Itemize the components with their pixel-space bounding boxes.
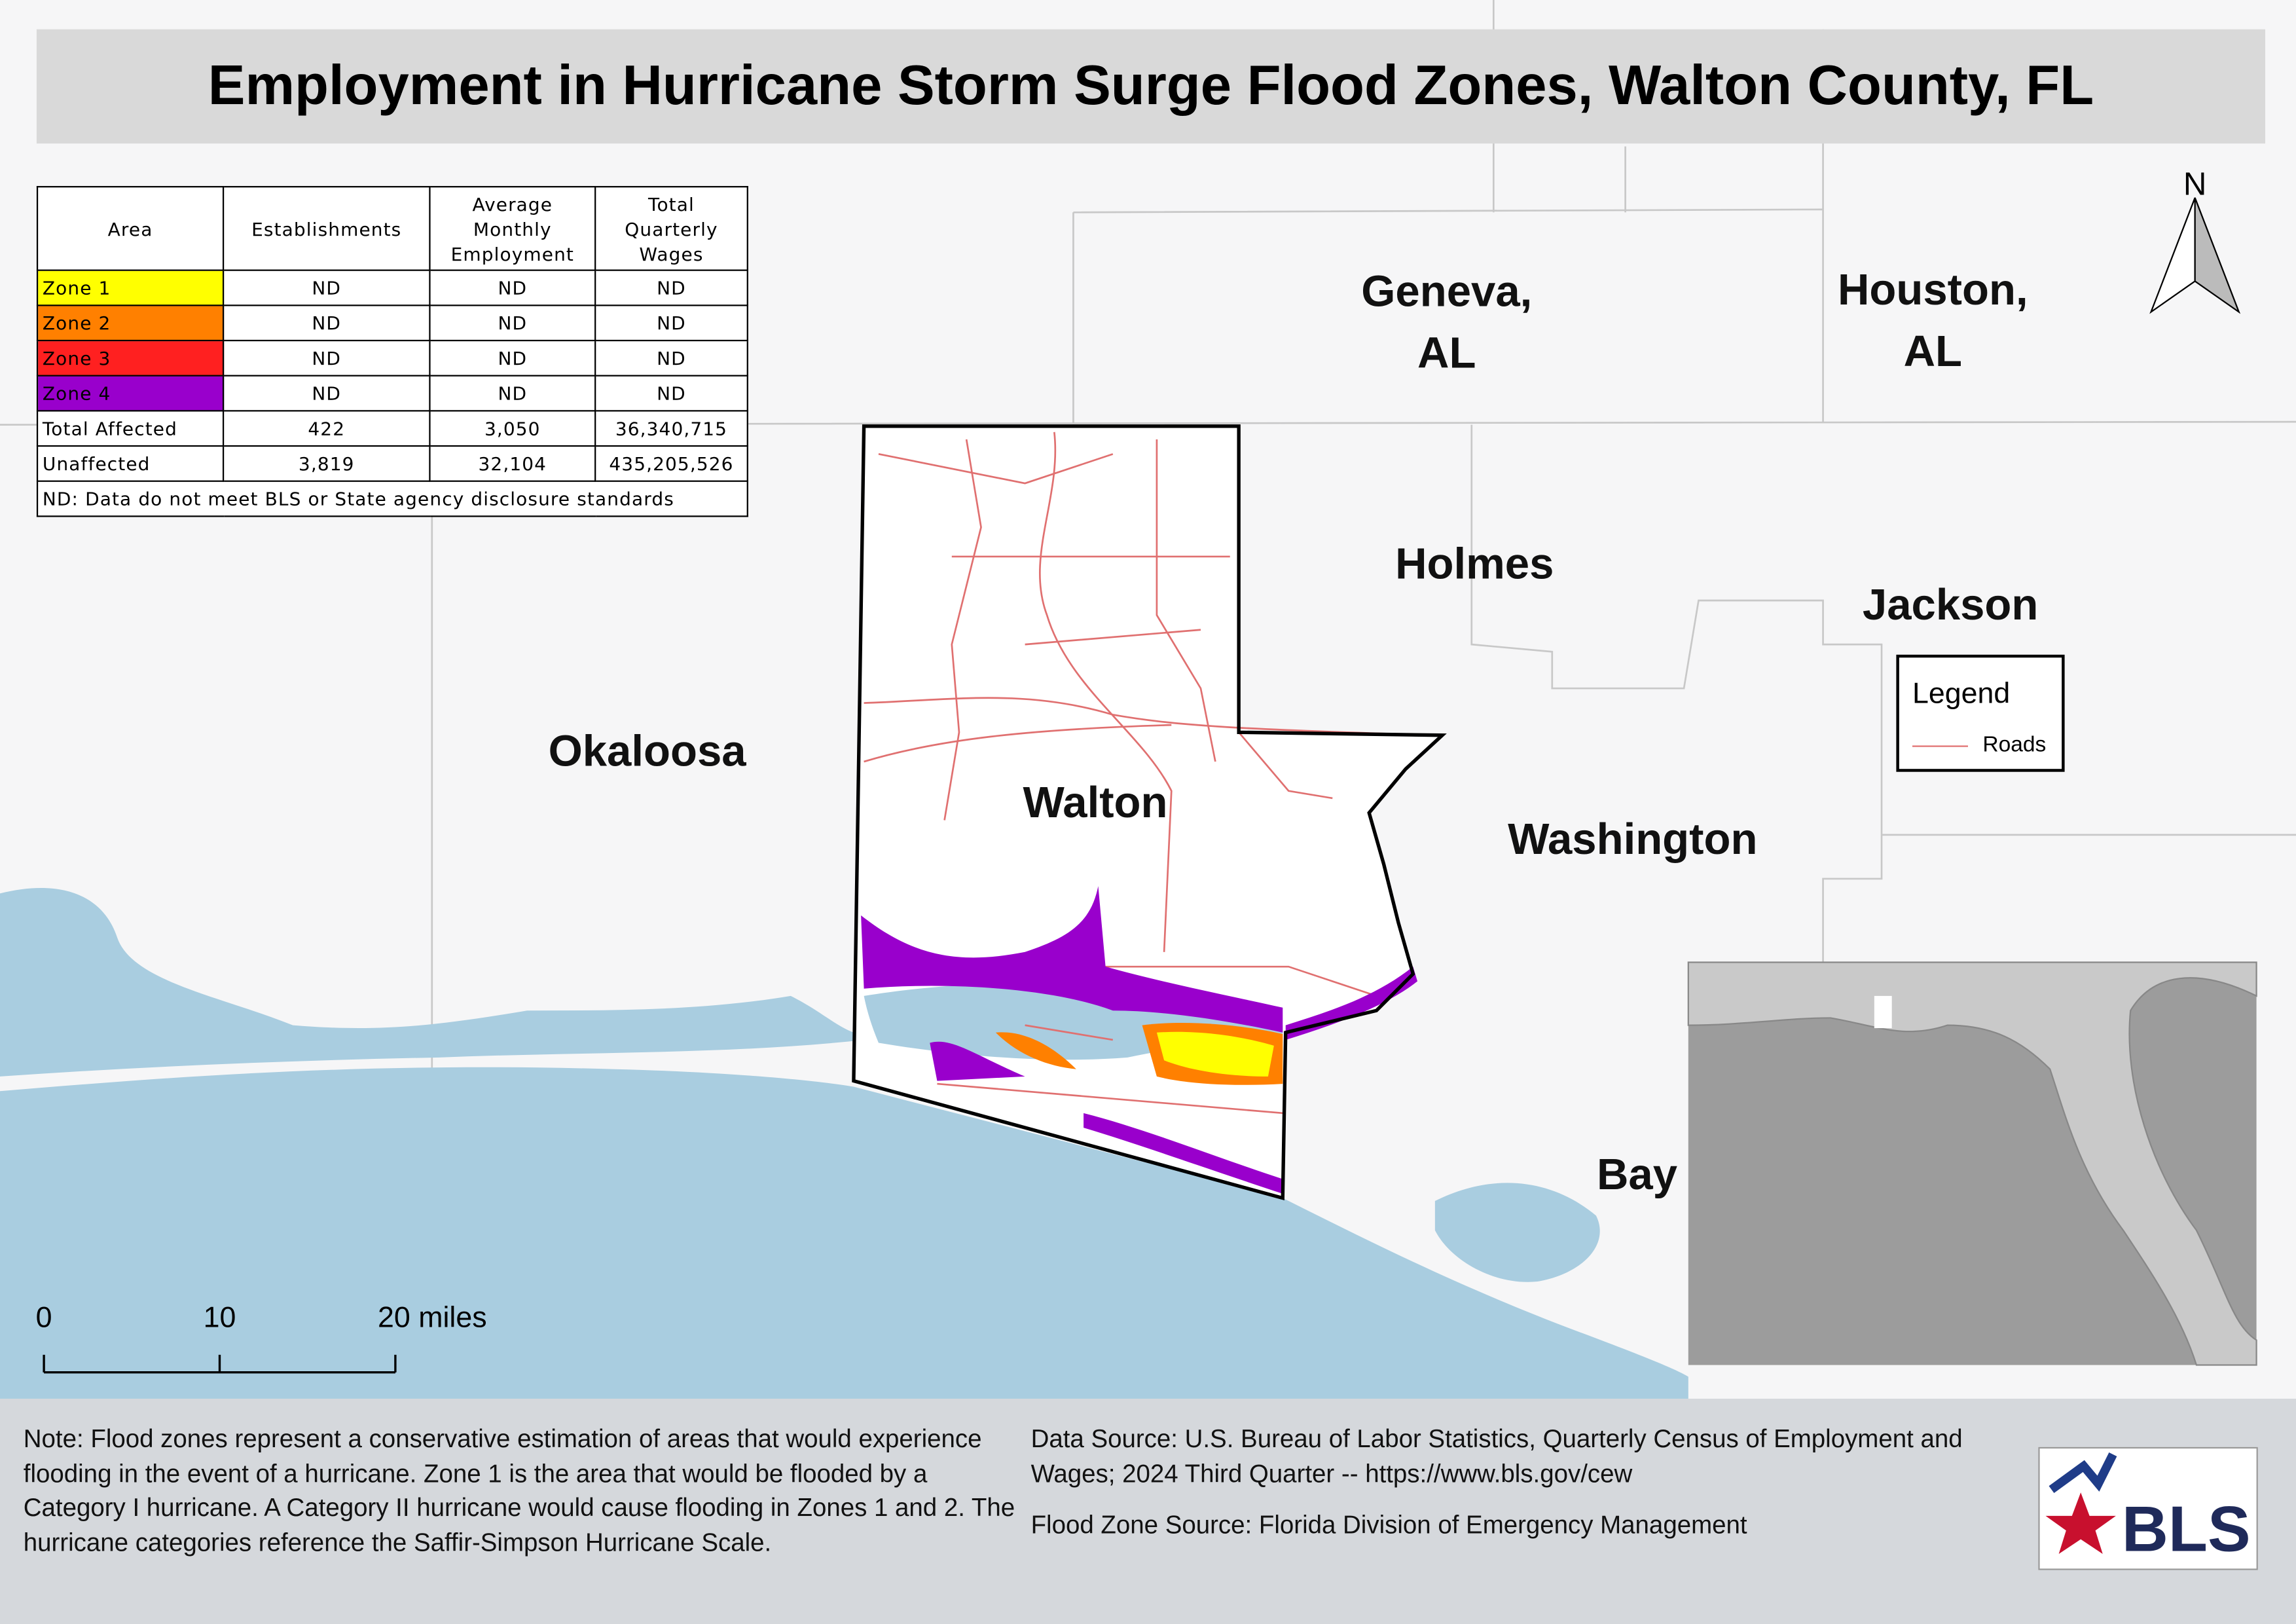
logo-text: BLS <box>2122 1493 2251 1565</box>
place-label: Bay <box>1597 1150 1677 1199</box>
place-label: Jackson <box>1863 580 2038 629</box>
place-label: Okaloosa <box>549 727 747 776</box>
cell: ND <box>594 304 748 342</box>
cell: 435,205,526 <box>594 445 748 482</box>
source: Data Source: U.S. Bureau of Labor Statis… <box>1030 1423 1963 1488</box>
place-label: Geneva, <box>1361 267 1532 316</box>
cell: ND <box>429 375 596 412</box>
cell: 36,340,715 <box>594 410 748 447</box>
st-andrew-bay <box>1434 1183 1600 1282</box>
north-arrow: N <box>2149 166 2241 314</box>
scale-label: 0 <box>36 1301 52 1333</box>
table-row: ND: Data do not meet BLS or State agency… <box>36 480 748 517</box>
place-label: Washington <box>1508 815 1757 864</box>
cell: ND <box>429 269 596 306</box>
table-row: Zone 4 ND ND ND <box>36 375 748 412</box>
place-label: Holmes <box>1395 539 1554 588</box>
cell: 3,819 <box>222 445 431 482</box>
bls-logo: BLS <box>2038 1447 2258 1570</box>
source: Flood Zone Source: Florida Division of E… <box>1030 1509 1747 1540</box>
cell: ND <box>594 375 748 412</box>
cell: ND <box>594 269 748 306</box>
cell: ND <box>594 339 748 377</box>
cell: ND <box>429 304 596 342</box>
row-label: Zone 1 <box>36 269 225 306</box>
place-label: Walton <box>1023 778 1167 827</box>
logo-art: BLS <box>2045 1452 2251 1565</box>
scale-label: 10 <box>204 1301 236 1333</box>
table-row: Total Affected 422 3,050 36,340,715 <box>36 410 748 447</box>
title: Employment in Hurricane Storm Surge Floo… <box>36 29 2266 144</box>
legend-title: Legend <box>1912 678 2011 710</box>
table-row: Zone 3 ND ND ND <box>36 339 748 377</box>
row-label: Unaffected <box>36 445 225 482</box>
row-label: Zone 4 <box>36 375 225 412</box>
note: Note: Flood zones represent a conservati… <box>23 1423 1015 1557</box>
cell: ND <box>429 339 596 377</box>
legend-item: Roads <box>1982 732 2047 758</box>
column-header: Area <box>36 186 225 271</box>
sources: Data Source: U.S. Bureau of Labor Statis… <box>1031 1422 2013 1560</box>
scale-label: 20 miles <box>378 1301 487 1333</box>
table-row: Zone 2 ND ND ND <box>36 304 748 342</box>
bay-water <box>0 887 864 1077</box>
cell: 422 <box>222 410 431 447</box>
row-label: Zone 2 <box>36 304 225 342</box>
legend: Legend Roads <box>1896 654 2065 772</box>
north-label: N <box>2183 166 2207 202</box>
place-label: Houston, <box>1838 265 2028 314</box>
cell: ND <box>222 304 431 342</box>
place-label: AL <box>1417 328 1476 377</box>
column-header: Establishments <box>222 186 431 271</box>
row-label: Total Affected <box>36 410 225 447</box>
gulf-water <box>0 1067 1688 1399</box>
scale-bar: 0 10 20 miles <box>36 1301 487 1374</box>
data-table: Area Establishments Average Monthly Employ… <box>36 186 748 517</box>
roads <box>864 432 1443 1115</box>
cell: ND <box>222 339 431 377</box>
table-row: Zone 1 ND ND ND <box>36 269 748 306</box>
column-header: Average Monthly Employment <box>429 186 596 271</box>
flood-zones <box>861 886 1418 1194</box>
cell: ND <box>222 269 431 306</box>
row-label: Zone 3 <box>36 339 225 377</box>
table-note: ND: Data do not meet BLS or State agency… <box>36 480 748 517</box>
cell: 3,050 <box>429 410 596 447</box>
walton-outline <box>852 424 1447 1201</box>
inset-map <box>1687 961 2257 1366</box>
footer: Note: Flood zones represent a conservati… <box>0 1398 2296 1624</box>
column-header: Total Quarterly Wages <box>594 186 748 271</box>
table-row: Unaffected 3,819 32,104 435,205,526 <box>36 445 748 482</box>
place-label: AL <box>1904 327 1962 376</box>
cell: 32,104 <box>429 445 596 482</box>
legend-swatch <box>1912 745 1968 747</box>
cell: ND <box>222 375 431 412</box>
